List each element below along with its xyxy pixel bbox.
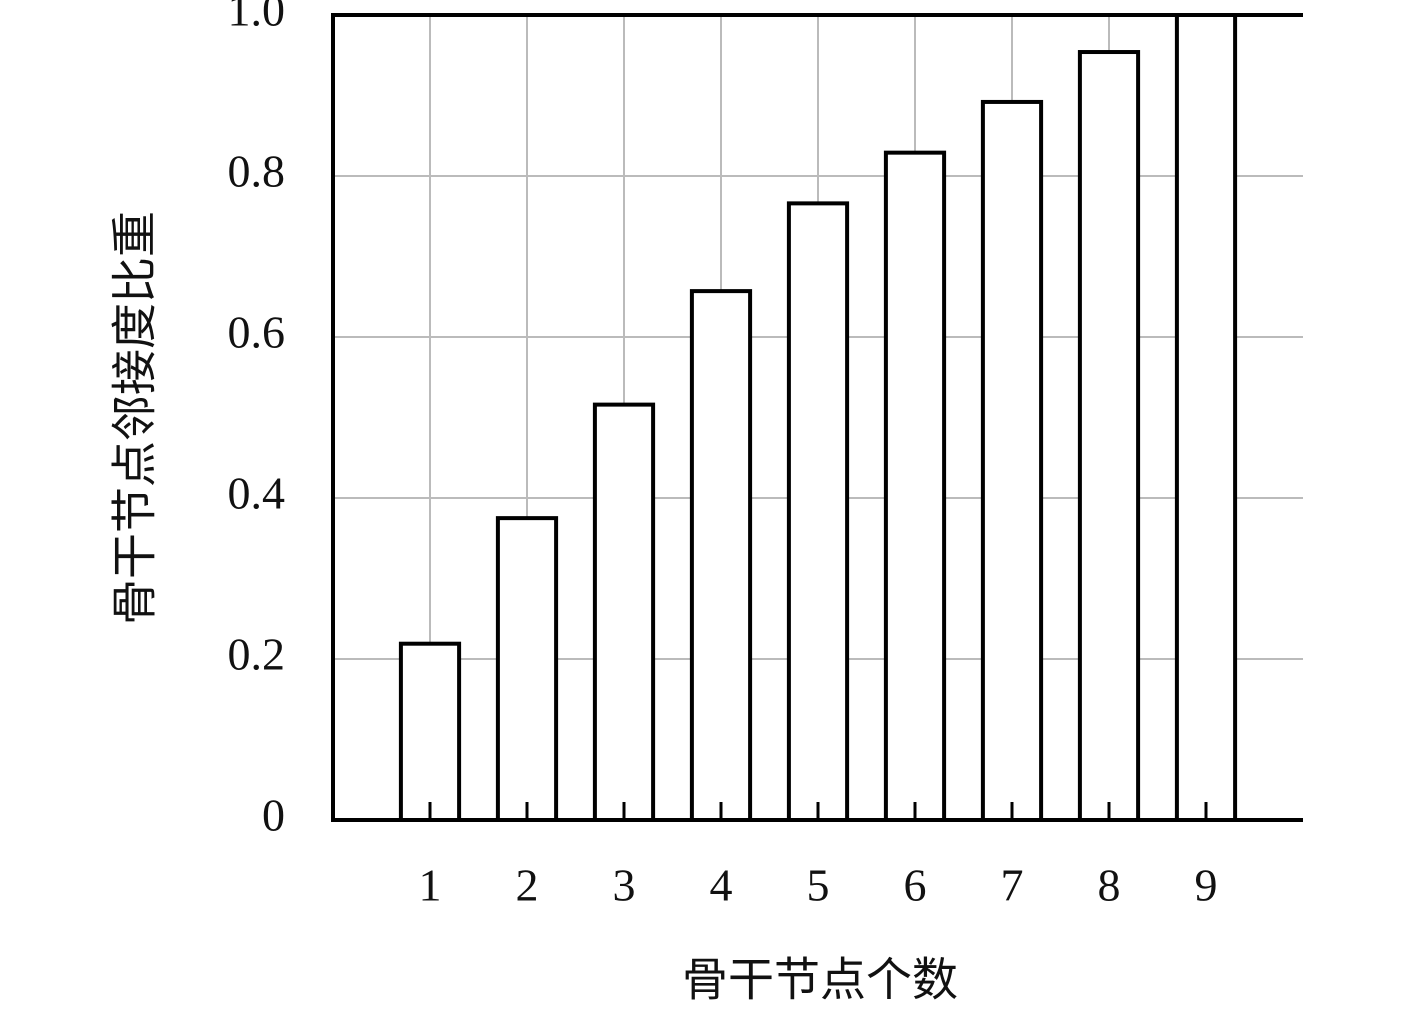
x-axis-label: 骨干节点个数 [682, 955, 958, 1006]
y-tick-label: 1.0 [228, 0, 286, 36]
y-axis-label: 骨干节点邻接度比重 [110, 211, 161, 625]
bar [1174, 13, 1238, 822]
x-tick-label: 5 [807, 860, 830, 911]
bar [980, 99, 1044, 822]
x-tick-label: 9 [1195, 860, 1218, 911]
x-tick-label: 6 [904, 860, 927, 911]
x-tick-label: 4 [710, 860, 733, 911]
bar [883, 150, 947, 822]
x-tick-label: 1 [419, 860, 442, 911]
bar [786, 201, 850, 822]
bar [495, 516, 559, 822]
y-tick-label: 0.4 [228, 468, 286, 519]
y-tick-label: 0.6 [228, 307, 286, 358]
y-tick-label: 0.2 [228, 629, 286, 680]
y-tick-label: 0.8 [228, 146, 286, 197]
bar [689, 289, 753, 822]
x-tick-label: 3 [613, 860, 636, 911]
x-tick-label: 8 [1098, 860, 1121, 911]
x-tick-label: 7 [1001, 860, 1024, 911]
bar [592, 402, 656, 822]
y-tick-label: 0 [262, 790, 285, 841]
bar [398, 641, 462, 823]
bar [1077, 50, 1141, 822]
x-tick-label: 2 [516, 860, 539, 911]
